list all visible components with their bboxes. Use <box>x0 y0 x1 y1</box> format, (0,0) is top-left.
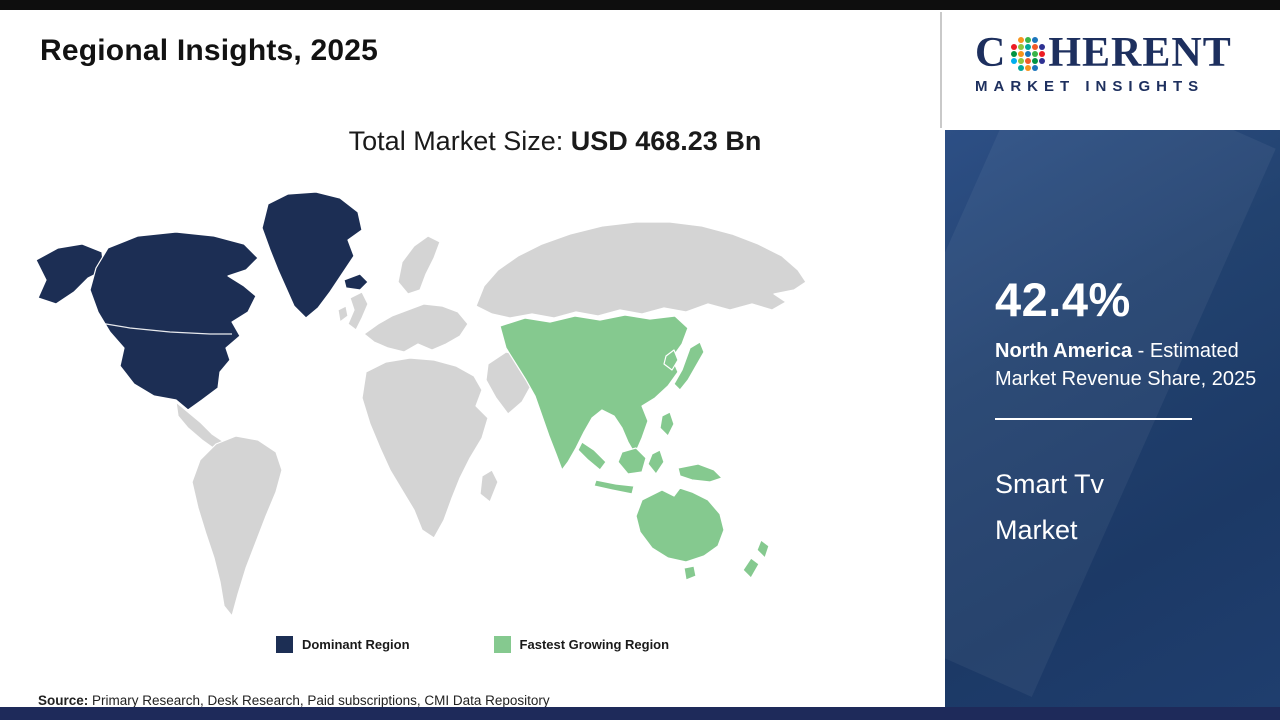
map-us-canada-border <box>93 321 232 335</box>
map-region-japan <box>673 341 705 391</box>
map-region-iceland <box>343 273 369 291</box>
total-market-size-label: Total Market Size: <box>348 126 571 156</box>
sidebar-stat-panel: 42.4% North America - Estimated Market R… <box>945 130 1280 707</box>
map-region-java <box>593 479 635 495</box>
map-region-scandinavia <box>397 235 441 295</box>
source-note: Source: Primary Research, Desk Research,… <box>38 693 550 708</box>
panel-divider-line <box>995 417 1192 420</box>
map-region-south-america <box>191 435 283 617</box>
map-region-tasmania <box>683 565 697 581</box>
map-region-ireland <box>337 305 349 323</box>
map-legend: Dominant Region Fastest Growing Region <box>0 636 945 653</box>
map-region-russia <box>475 221 807 319</box>
world-map-svg <box>35 191 807 617</box>
map-region-mexico-central-america <box>175 401 225 451</box>
logo-word-rest: HERENT <box>1048 30 1232 76</box>
map-region-new-guinea <box>677 463 723 483</box>
region-name: North America <box>995 340 1133 362</box>
logo-subtitle: MARKET INSIGHTS <box>975 78 1205 95</box>
map-region-asia <box>499 314 689 471</box>
page-title: Regional Insights, 2025 <box>40 34 379 67</box>
logo-divider-line <box>940 12 942 128</box>
revenue-share-description: North America - Estimated Market Revenue… <box>995 337 1263 394</box>
fastest-growing-region-label: Fastest Growing Region <box>519 637 670 652</box>
world-map <box>30 186 815 626</box>
revenue-share-value: 42.4% <box>995 273 1131 326</box>
source-text: Primary Research, Desk Research, Paid su… <box>88 693 550 708</box>
map-region-greenland <box>261 191 363 319</box>
logo-letter-c: C <box>975 30 1007 76</box>
total-market-size-value: USD 468.23 Bn <box>570 126 762 156</box>
map-region-philippines <box>659 411 675 437</box>
top-accent-bar <box>0 0 1280 10</box>
map-region-korea <box>663 349 679 371</box>
coherent-logo: C HERENT MARKET INSIGHTS <box>975 32 1280 95</box>
map-region-new-zealand-north <box>756 539 770 559</box>
bottom-accent-bar <box>0 707 1280 720</box>
map-region-borneo <box>617 447 647 475</box>
map-region-alaska <box>35 243 105 305</box>
dominant-region-label: Dominant Region <box>301 637 410 652</box>
map-region-sumatra <box>577 441 607 471</box>
map-region-madagascar <box>479 469 499 503</box>
map-region-europe <box>363 303 469 353</box>
map-region-sulawesi <box>647 449 665 475</box>
source-label: Source: <box>38 693 89 708</box>
brand-logo-area: C HERENT MARKET INSIGHTS <box>945 10 1280 130</box>
total-market-size: Total Market Size: USD 468.23 Bn <box>150 126 960 157</box>
legend-item-dominant: Dominant Region <box>275 636 410 653</box>
map-region-africa <box>361 357 489 539</box>
fastest-growing-region-swatch-icon <box>493 636 511 653</box>
market-name: Smart Tv Market <box>995 468 1105 545</box>
map-region-canada-usa <box>89 231 259 411</box>
legend-item-growing: Fastest Growing Region <box>493 636 670 653</box>
logo-dotted-o-icon <box>1011 37 1046 71</box>
region-description-rest: - Estimated Market Revenue Share, 2025 <box>995 340 1257 391</box>
main-content-area: Regional Insights, 2025 Total Market Siz… <box>0 10 945 708</box>
dominant-region-swatch-icon <box>275 636 293 653</box>
map-region-new-zealand-south <box>742 557 760 579</box>
map-region-australia <box>635 487 725 563</box>
map-region-uk <box>347 291 369 331</box>
